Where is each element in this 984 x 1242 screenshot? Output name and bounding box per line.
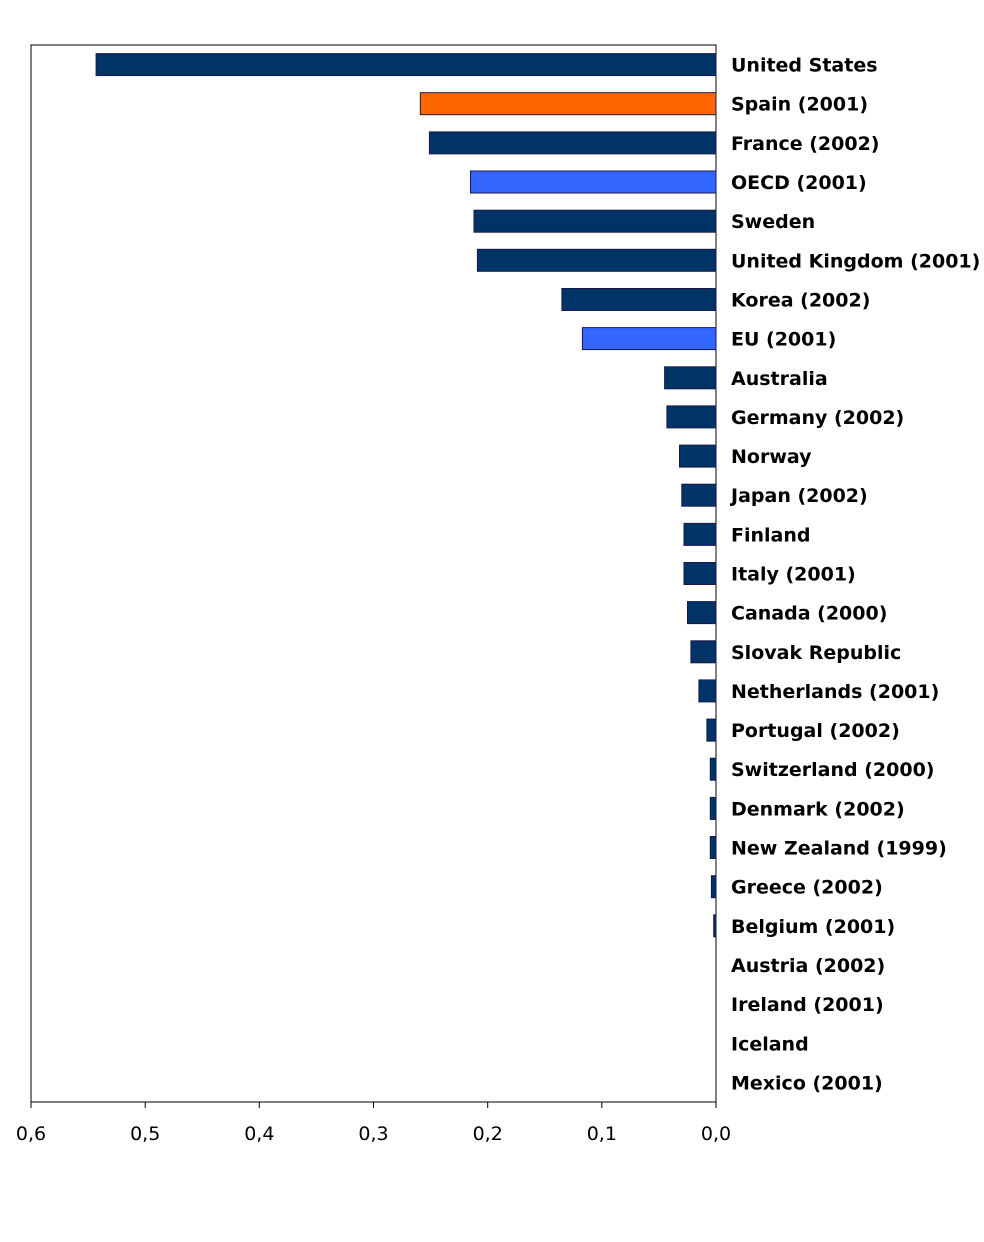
x-tick-label: 0,1 bbox=[587, 1123, 617, 1145]
category-label: Mexico (2001) bbox=[731, 1072, 883, 1094]
bar bbox=[683, 562, 717, 585]
category-label: Slovak Republic bbox=[731, 642, 901, 664]
category-label: Denmark (2002) bbox=[731, 798, 905, 820]
bar bbox=[690, 640, 717, 664]
category-label: Norway bbox=[731, 446, 812, 468]
category-label: United States bbox=[731, 55, 878, 77]
bar bbox=[698, 679, 717, 703]
x-tick-label: 0,3 bbox=[358, 1123, 388, 1145]
bar bbox=[709, 836, 717, 859]
x-tick-label: 0,5 bbox=[130, 1123, 160, 1145]
bar bbox=[470, 170, 717, 194]
category-label: Korea (2002) bbox=[731, 290, 870, 312]
bar bbox=[683, 522, 717, 546]
bar bbox=[419, 92, 717, 116]
bar bbox=[679, 444, 717, 468]
category-label: Ireland (2001) bbox=[731, 994, 884, 1016]
bar bbox=[681, 483, 717, 507]
bar bbox=[581, 327, 717, 351]
category-label: Spain (2001) bbox=[731, 94, 868, 116]
bar bbox=[428, 131, 717, 155]
category-label: United Kingdom (2001) bbox=[731, 250, 980, 272]
bar bbox=[706, 718, 717, 742]
x-tick-label: 0,2 bbox=[473, 1123, 503, 1145]
bar bbox=[687, 601, 717, 625]
category-label: Italy (2001) bbox=[731, 564, 856, 586]
bar bbox=[95, 53, 717, 77]
x-tick-label: 0,4 bbox=[244, 1123, 274, 1145]
category-label: Sweden bbox=[731, 211, 815, 233]
category-label: OECD (2001) bbox=[731, 172, 867, 194]
category-label: Greece (2002) bbox=[731, 877, 883, 899]
category-label: France (2002) bbox=[731, 133, 880, 155]
bar bbox=[709, 796, 717, 820]
category-label: New Zealand (1999) bbox=[731, 838, 947, 860]
category-label: Austria (2002) bbox=[731, 955, 885, 977]
category-label: Australia bbox=[731, 368, 828, 390]
category-label: Canada (2000) bbox=[731, 603, 887, 625]
category-label: Japan (2002) bbox=[729, 485, 868, 507]
bar bbox=[561, 288, 717, 311]
category-label: Portugal (2002) bbox=[731, 720, 900, 742]
x-tick-label: 0,6 bbox=[16, 1123, 46, 1145]
bar bbox=[710, 875, 717, 899]
category-label: Netherlands (2001) bbox=[731, 681, 939, 703]
bar bbox=[664, 366, 717, 390]
bar bbox=[713, 914, 717, 938]
bar bbox=[666, 405, 717, 429]
category-label: Switzerland (2000) bbox=[731, 759, 934, 781]
x-tick-label: 0,0 bbox=[701, 1123, 731, 1145]
bar bbox=[709, 757, 717, 781]
category-label: EU (2001) bbox=[731, 329, 836, 351]
category-label: Finland bbox=[731, 524, 810, 546]
bar bbox=[476, 248, 717, 272]
plot-area-border bbox=[30, 44, 717, 1103]
bars-group bbox=[95, 53, 717, 938]
x-ticks-group: 0,6 0,5 0,4 0,3 0,2 0,1 0,0 bbox=[16, 1102, 731, 1145]
category-labels-group: United States Spain (2001) France (2002) OE… bbox=[729, 55, 980, 1095]
category-label: Belgium (2001) bbox=[731, 916, 895, 938]
category-label: Germany (2002) bbox=[731, 407, 904, 429]
bar bbox=[473, 209, 717, 233]
category-label: Iceland bbox=[731, 1033, 809, 1055]
